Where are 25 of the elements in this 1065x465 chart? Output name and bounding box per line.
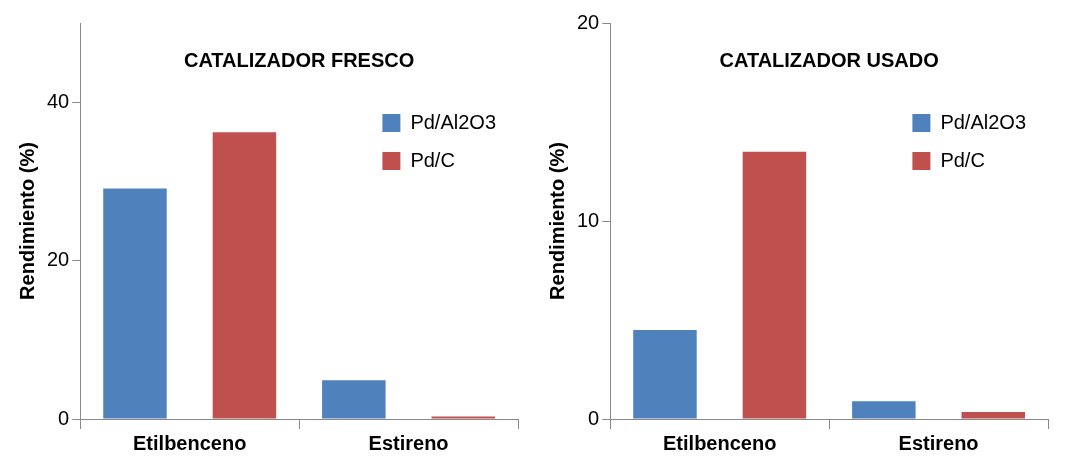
bar (212, 132, 277, 419)
bar (322, 380, 386, 419)
text: CATALIZADOR FRESCO (183, 48, 415, 71)
y-axis-title: Rendimiento (%) (15, 142, 38, 300)
x-tick-label: Estireno (898, 431, 979, 454)
y-tick-label: 0 (58, 406, 70, 429)
y-tick-label: 20 (577, 10, 600, 33)
legend-label: Pd/Al2O3 (410, 110, 496, 133)
legend-label: Pd/Al2O3 (940, 110, 1026, 133)
x-tick-label: Estireno (368, 431, 449, 454)
legend-label: Pd/C (410, 148, 455, 171)
y-tick-label: 10 (577, 208, 600, 231)
y-tick-label: 0 (588, 406, 600, 429)
legend-label: Pd/C (940, 148, 985, 171)
x-tick-label: Etilbenceno (133, 431, 247, 454)
bar (633, 329, 697, 419)
bar (103, 188, 167, 419)
y-tick-label: 40 (47, 89, 70, 112)
x-tick-label: Etilbenceno (663, 431, 777, 454)
bar (961, 412, 1026, 419)
y-tick-label: 20 (47, 248, 70, 271)
bar (742, 151, 807, 419)
bar (852, 401, 916, 419)
y-axis-title: Rendimiento (%) (545, 142, 568, 300)
text: CATALIZADOR USADO (719, 48, 939, 71)
